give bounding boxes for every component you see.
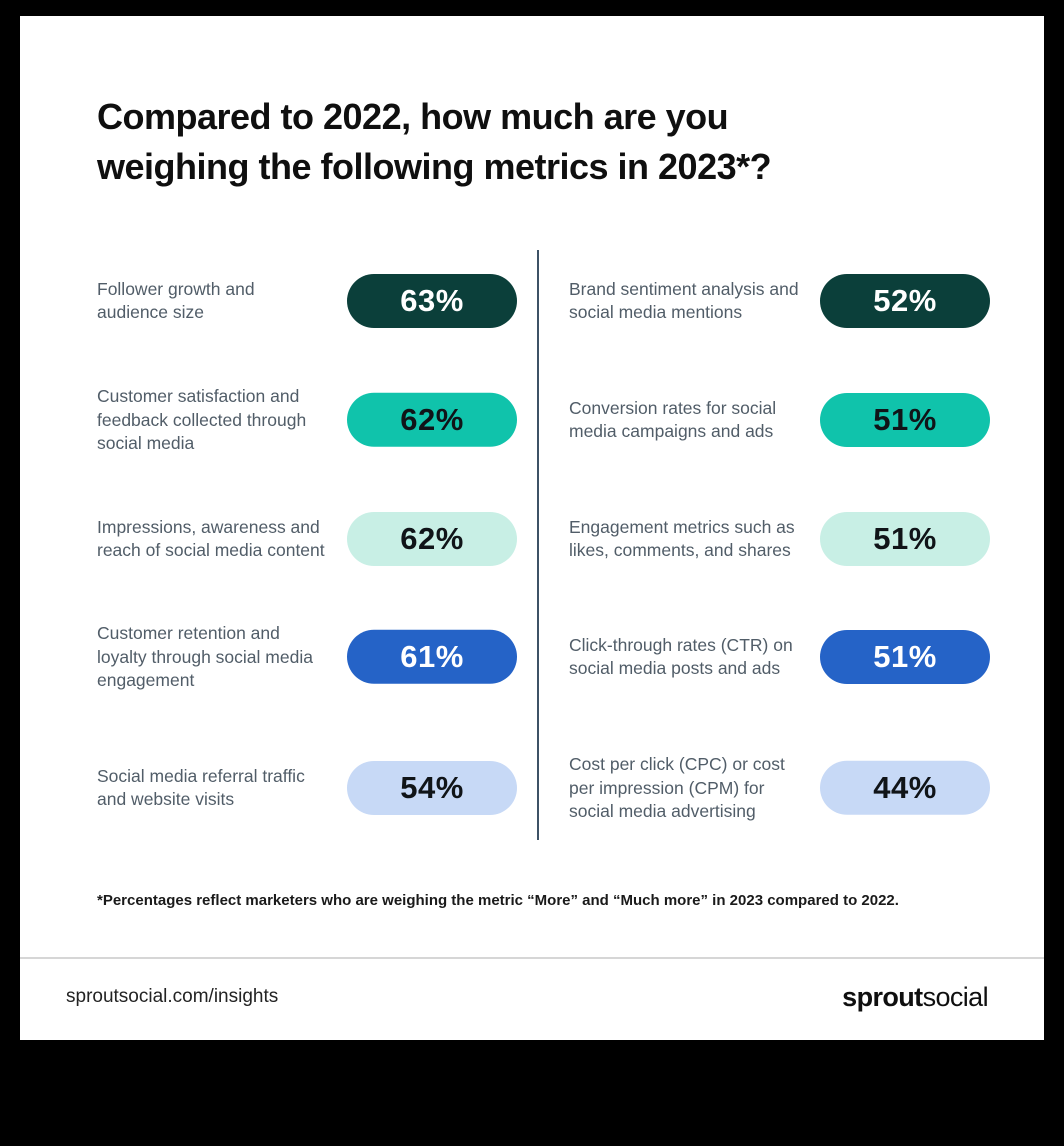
metric-label: Cost per click (CPC) or cost per impress…	[569, 753, 785, 821]
logo-social-text: social	[922, 981, 989, 1012]
logo-sprout-text: sprout	[842, 981, 923, 1012]
metric-label: Engagement metrics such as likes, commen…	[569, 516, 795, 561]
metric-value-pill: 52%	[820, 274, 990, 328]
metric-label: Conversion rates for social media campai…	[569, 397, 777, 442]
metric-value: 63%	[400, 283, 464, 318]
metric-item: Impressions, awareness and reach of soci…	[97, 512, 517, 566]
metric-item: Social media referral traffic and websit…	[97, 761, 517, 815]
metric-item: Brand sentiment analysis and social medi…	[569, 274, 990, 328]
metric-value-pill: 54%	[347, 761, 517, 815]
metric-item: Click-through rates (CTR) on social medi…	[569, 630, 990, 684]
metric-value-pill: 62%	[347, 512, 517, 566]
metric-value: 54%	[400, 770, 464, 805]
metric-value-pill: 44%	[820, 761, 990, 815]
metric-item: Customer satisfaction and feedback colle…	[97, 385, 517, 456]
metric-value: 44%	[873, 770, 937, 805]
metric-value-pill: 62%	[347, 393, 517, 447]
metric-label: Follower growth and audience size	[97, 278, 255, 323]
page-title: Compared to 2022, how much are you weigh…	[97, 96, 772, 187]
metric-label: Social media referral traffic and websit…	[97, 765, 305, 810]
metric-item: Engagement metrics such as likes, commen…	[569, 512, 990, 566]
metric-value-pill: 51%	[820, 630, 990, 684]
column-divider	[537, 250, 539, 840]
infographic-card: Compared to 2022, how much are you weigh…	[20, 16, 1044, 1040]
metric-value-pill: 51%	[820, 393, 990, 447]
metric-value: 51%	[873, 521, 937, 556]
metric-value: 61%	[400, 639, 464, 674]
metric-label: Click-through rates (CTR) on social medi…	[569, 634, 793, 679]
metric-value: 62%	[400, 521, 464, 556]
metric-value-pill: 61%	[347, 630, 517, 684]
metric-value: 51%	[873, 639, 937, 674]
metric-value: 52%	[873, 283, 937, 318]
footer: sproutsocial.com/insights sproutsocial	[66, 971, 989, 1023]
metric-item: Follower growth and audience size 63%	[97, 274, 517, 328]
insights-link[interactable]: sproutsocial.com/insights	[66, 986, 279, 1007]
metric-item: Customer retention and loyalty through s…	[97, 622, 517, 693]
metric-value: 62%	[400, 402, 464, 437]
footnote: *Percentages reflect marketers who are w…	[97, 892, 899, 909]
metric-label: Impressions, awareness and reach of soci…	[97, 516, 325, 561]
sproutsocial-logo: sproutsocial	[842, 982, 988, 1013]
metric-value: 51%	[873, 402, 937, 437]
metric-label: Customer satisfaction and feedback colle…	[97, 385, 307, 453]
metric-item: Cost per click (CPC) or cost per impress…	[569, 753, 990, 824]
metric-value-pill: 63%	[347, 274, 517, 328]
footer-divider	[20, 957, 1044, 959]
metric-label: Customer retention and loyalty through s…	[97, 622, 313, 690]
metric-item: Conversion rates for social media campai…	[569, 393, 990, 447]
metric-label: Brand sentiment analysis and social medi…	[569, 278, 799, 323]
metric-value-pill: 51%	[820, 512, 990, 566]
